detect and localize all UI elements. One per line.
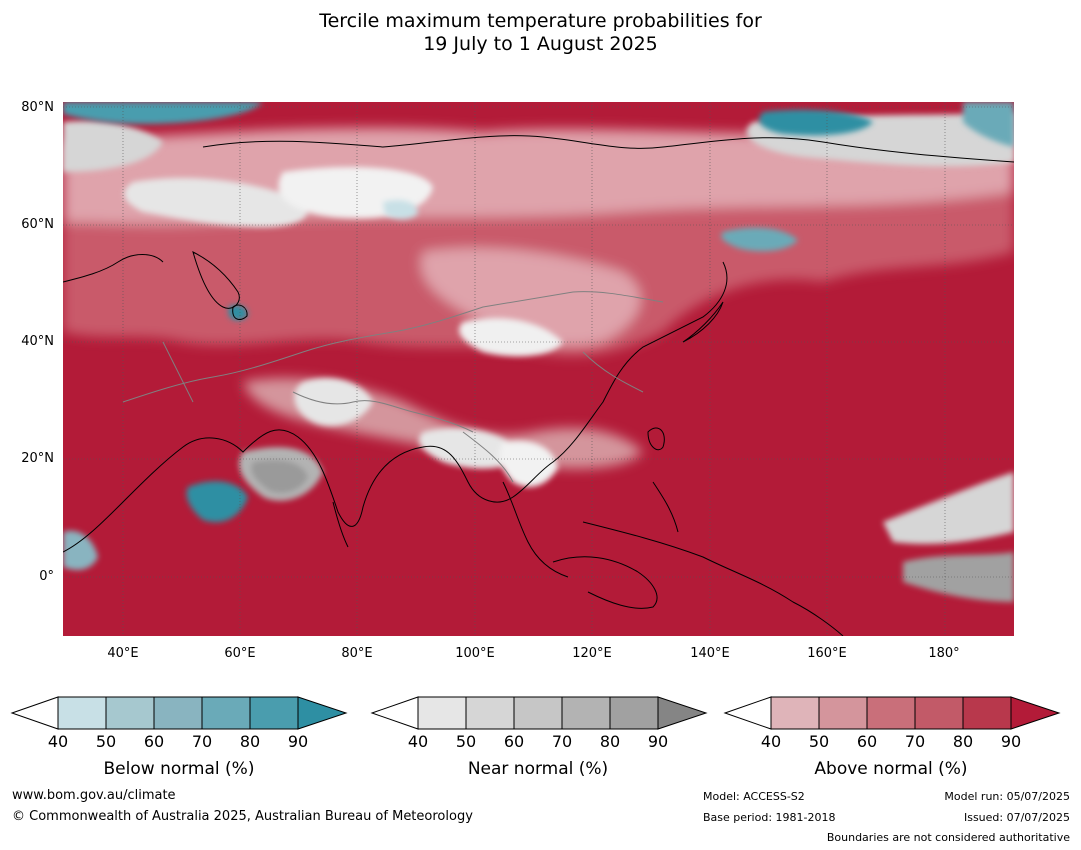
cbar-above-cell-0 xyxy=(723,696,772,730)
cbar-above-cell-3 xyxy=(866,696,916,730)
cbar-below-tick-60: 60 xyxy=(143,732,165,751)
cbar-above-tick-90: 90 xyxy=(1000,732,1022,751)
title-line-1: Tercile maximum temperature probabilitie… xyxy=(319,10,762,32)
base-period-text: Base period: 1981-2018 xyxy=(703,811,836,824)
cbar-near-cell-5 xyxy=(609,696,659,730)
copyright-text: © Commonwealth of Australia 2025, Austra… xyxy=(12,809,473,824)
cbar-above-cell-4 xyxy=(914,696,964,730)
cbar-near-tick-70: 70 xyxy=(551,732,573,751)
cbar-below-cell-4 xyxy=(201,696,251,730)
lon-label-180: 180° xyxy=(928,646,960,661)
cbar-near-cell-2 xyxy=(465,696,515,730)
lon-label-160e: 160°E xyxy=(807,646,847,661)
cbar-below-cell-1 xyxy=(57,696,107,730)
colorbar-below-normal xyxy=(10,696,348,730)
issued-text: Issued: 07/07/2025 xyxy=(963,811,1070,824)
cbar-below-cell-2 xyxy=(105,696,155,730)
lon-label-120e: 120°E xyxy=(572,646,612,661)
cbar-below-tick-80: 80 xyxy=(239,732,261,751)
model-run-text: Model run: 05/07/2025 xyxy=(944,790,1070,803)
cbar-above-cell-5 xyxy=(962,696,1012,730)
cbar-near-tick-90: 90 xyxy=(647,732,669,751)
cbar-above-tick-70: 70 xyxy=(904,732,926,751)
cbar-above-tick-60: 60 xyxy=(856,732,878,751)
colorbar-near-normal xyxy=(370,696,708,730)
lon-label-80e: 80°E xyxy=(341,646,373,661)
cbar-above-cell-2 xyxy=(818,696,868,730)
cbar-below-cell-3 xyxy=(153,696,203,730)
cbar-below-cell-0 xyxy=(10,696,59,730)
cbar-near-tick-40: 40 xyxy=(407,732,429,751)
cbar-near-cell-1 xyxy=(417,696,467,730)
disclaimer-text: Boundaries are not considered authoritat… xyxy=(826,831,1070,844)
map-canvas xyxy=(63,102,1014,636)
cbar-below-tick-40: 40 xyxy=(47,732,69,751)
cbar-near-tick-50: 50 xyxy=(455,732,477,751)
colorbar-above-label: Above normal (%) xyxy=(814,759,968,779)
lat-label-60n: 60°N xyxy=(21,217,54,232)
cbar-below-tick-70: 70 xyxy=(191,732,213,751)
colorbar-below-label: Below normal (%) xyxy=(103,759,255,779)
cbar-near-tick-60: 60 xyxy=(503,732,525,751)
colorbar-above-normal xyxy=(723,696,1061,730)
probability-map xyxy=(63,102,1014,636)
cbar-above-tick-50: 50 xyxy=(808,732,830,751)
below-normal-regions xyxy=(63,102,1014,570)
website-link[interactable]: www.bom.gov.au/climate xyxy=(12,788,176,803)
lon-label-100e: 100°E xyxy=(455,646,495,661)
lon-label-140e: 140°E xyxy=(690,646,730,661)
graticule xyxy=(63,102,1014,636)
cbar-near-cell-0 xyxy=(370,696,419,730)
cbar-above-cell-6 xyxy=(1010,696,1061,730)
cbar-above-tick-40: 40 xyxy=(760,732,782,751)
cbar-below-cell-5 xyxy=(249,696,299,730)
lat-label-20n: 20°N xyxy=(21,451,54,466)
title-line-2: 19 July to 1 August 2025 xyxy=(423,33,658,55)
model-text: Model: ACCESS-S2 xyxy=(703,790,805,803)
cbar-below-cell-6 xyxy=(297,696,348,730)
map-title: Tercile maximum temperature probabilitie… xyxy=(0,10,1081,56)
cbar-below-tick-50: 50 xyxy=(95,732,117,751)
cbar-near-cell-4 xyxy=(561,696,611,730)
cbar-near-tick-80: 80 xyxy=(599,732,621,751)
lat-label-0: 0° xyxy=(39,569,54,584)
lon-label-40e: 40°E xyxy=(107,646,139,661)
colorbar-near-label: Near normal (%) xyxy=(467,759,609,779)
cbar-below-tick-90: 90 xyxy=(287,732,309,751)
cbar-near-cell-6 xyxy=(657,696,708,730)
near-normal-regions xyxy=(63,112,1014,602)
country-borders xyxy=(122,291,664,483)
lon-label-60e: 60°E xyxy=(224,646,256,661)
coastlines xyxy=(63,135,1014,636)
lat-label-40n: 40°N xyxy=(21,334,54,349)
cbar-above-tick-80: 80 xyxy=(952,732,974,751)
cbar-above-cell-1 xyxy=(770,696,820,730)
lat-label-80n: 80°N xyxy=(21,100,54,115)
cbar-near-cell-3 xyxy=(513,696,563,730)
